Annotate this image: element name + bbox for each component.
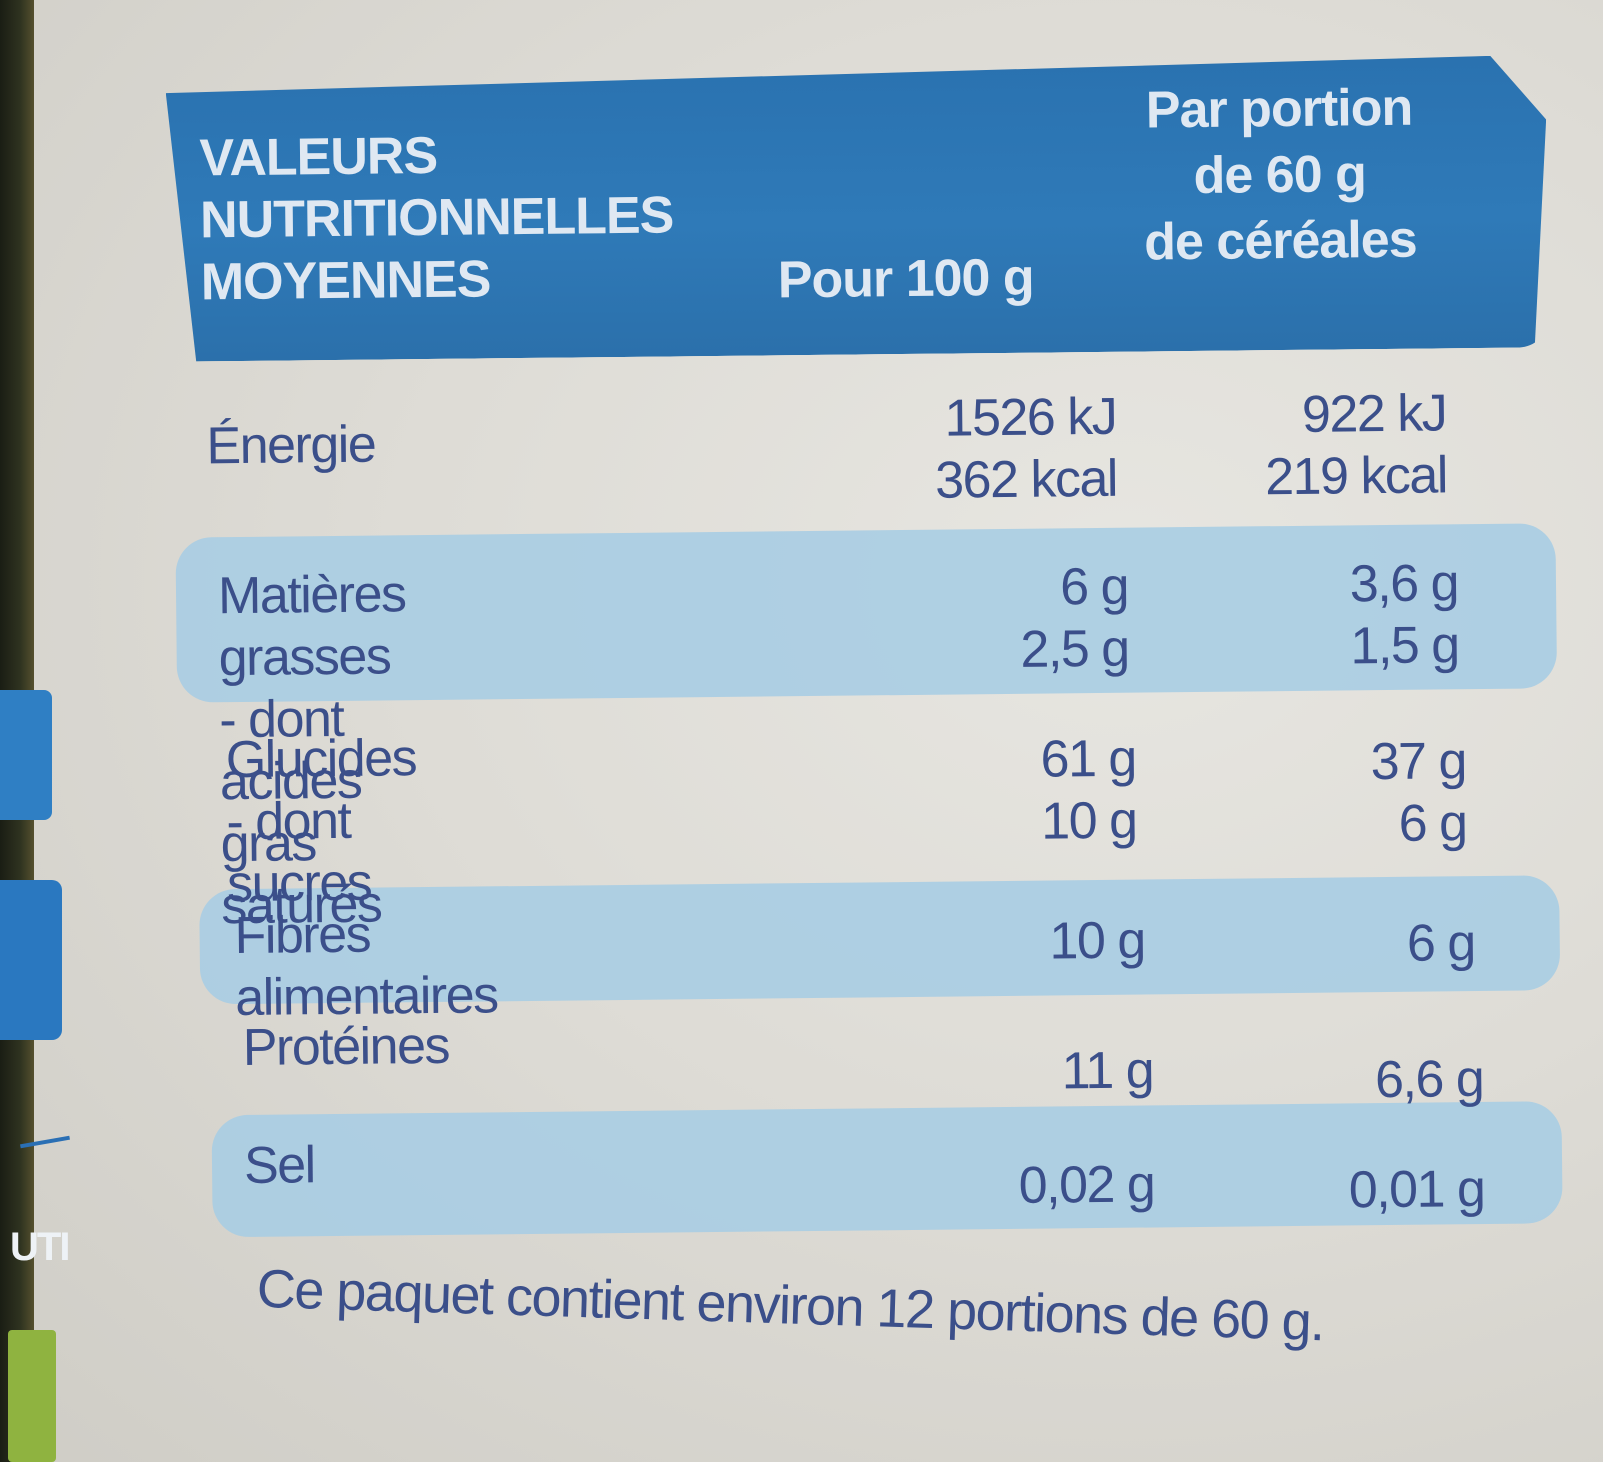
value-per-100g: 61 g 10 g <box>1040 729 1137 851</box>
value-per-portion: 922 kJ 219 kcal <box>1264 384 1448 507</box>
value-per-portion: 37 g 6 g <box>1370 732 1467 853</box>
package-blue-patch <box>0 690 52 820</box>
column-header-per-portion: Par portion de 60 g de céréales <box>1143 78 1417 272</box>
package-green-patch <box>8 1330 56 1462</box>
value-per-portion: 6 g <box>1406 914 1476 973</box>
package-side-text: UTI <box>10 1225 70 1269</box>
nutrient-name: Protéines <box>242 1016 450 1077</box>
nutrition-title: VALEURS NUTRITIONNELLES MOYENNES <box>199 126 674 312</box>
nutrient-name: Énergie <box>206 415 376 476</box>
value-per-100g: 0,02 g <box>1018 1155 1155 1215</box>
package-blue-patch <box>0 880 62 1040</box>
nutrient-name: Sel <box>243 1136 315 1195</box>
value-per-100g: 11 g <box>1061 1041 1154 1101</box>
value-per-100g: 10 g <box>1049 911 1146 971</box>
column-header-per-100g: Pour 100 g <box>777 248 1034 310</box>
value-per-portion: 6,6 g <box>1374 1049 1484 1110</box>
nutrition-label: VALEURS NUTRITIONNELLES MOYENNES Pour 10… <box>140 3 1585 1458</box>
value-per-100g: 1526 kJ 362 kcal <box>934 387 1118 510</box>
value-per-100g: 6 g 2,5 g <box>1020 557 1129 679</box>
nutrient-name: Fibres alimentaires <box>234 905 498 1028</box>
value-per-portion: 3,6 g 1,5 g <box>1349 554 1459 676</box>
value-per-portion: 0,01 g <box>1348 1159 1485 1220</box>
nutrient-name: Glucides - dont sucres <box>225 729 417 914</box>
portions-note: Ce paquet contient environ 12 portions d… <box>256 1258 1325 1353</box>
